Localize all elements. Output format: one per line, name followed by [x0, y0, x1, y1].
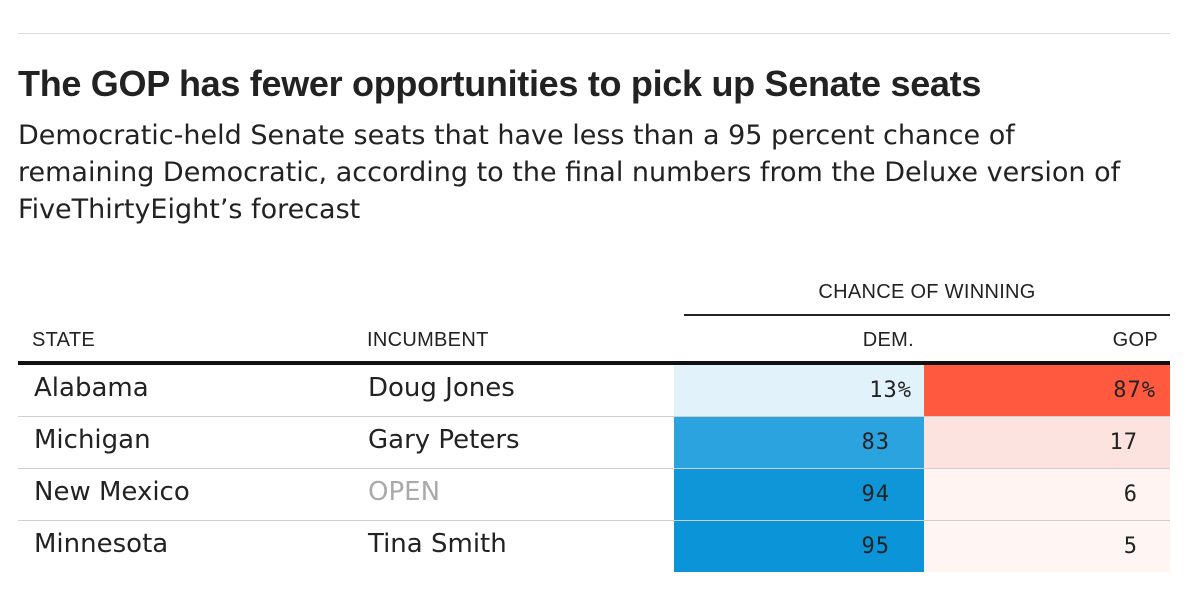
- row-divider: [18, 416, 1170, 417]
- top-divider: [18, 33, 1170, 34]
- column-header-state: STATE: [32, 329, 95, 351]
- table-row: Alabama Doug Jones 13% 87%: [18, 365, 1170, 417]
- dem-chance-value: 95: [861, 534, 890, 559]
- dem-chance-value: 94: [861, 482, 890, 507]
- group-header-chance-of-winning: CHANCE OF WINNING: [818, 281, 1036, 303]
- gop-chance-value: 17: [1109, 430, 1138, 455]
- gop-chance-value: 5: [1123, 534, 1138, 559]
- dem-chance-value: 13%: [869, 378, 912, 403]
- table-row: New Mexico OPEN 94 6: [18, 469, 1170, 521]
- dem-chance-cell: [674, 417, 924, 468]
- dem-chance-cell: [674, 469, 924, 520]
- incumbent-name: OPEN: [368, 477, 441, 507]
- dem-chance-cell: [674, 521, 924, 572]
- column-header-gop: GOP: [1112, 329, 1158, 351]
- group-header-rule: [684, 314, 1170, 316]
- chart-title: The GOP has fewer opportunities to pick …: [18, 63, 982, 104]
- table-row: Michigan Gary Peters 83 17: [18, 417, 1170, 469]
- incumbent-name: Doug Jones: [368, 373, 515, 403]
- incumbent-name: Gary Peters: [368, 425, 520, 455]
- state-name: Alabama: [34, 373, 149, 403]
- gop-chance-cell: [924, 469, 1170, 520]
- table-body: Alabama Doug Jones 13% 87% Michigan Gary Pete…: [18, 365, 1170, 573]
- chart-subtitle: Democratic-held Senate seats that have l…: [18, 120, 1121, 225]
- gop-chance-value: 6: [1123, 482, 1138, 507]
- gop-chance-cell: [924, 521, 1170, 572]
- dem-chance-value: 83: [861, 430, 890, 455]
- gop-chance-cell: [924, 365, 1170, 416]
- dem-chance-cell: [674, 365, 924, 416]
- state-name: New Mexico: [34, 477, 190, 507]
- gop-chance-value: 87%: [1113, 378, 1156, 403]
- column-header-incumbent: INCUMBENT: [367, 329, 489, 351]
- incumbent-name: Tina Smith: [368, 529, 507, 559]
- state-name: Michigan: [34, 425, 151, 455]
- column-header-dem: DEM.: [862, 329, 914, 351]
- table-row: Minnesota Tina Smith 95 5: [18, 521, 1170, 573]
- row-divider: [18, 468, 1170, 469]
- state-name: Minnesota: [34, 529, 169, 559]
- header-rule: [18, 361, 1170, 365]
- row-divider: [18, 520, 1170, 521]
- gop-chance-cell: [924, 417, 1170, 468]
